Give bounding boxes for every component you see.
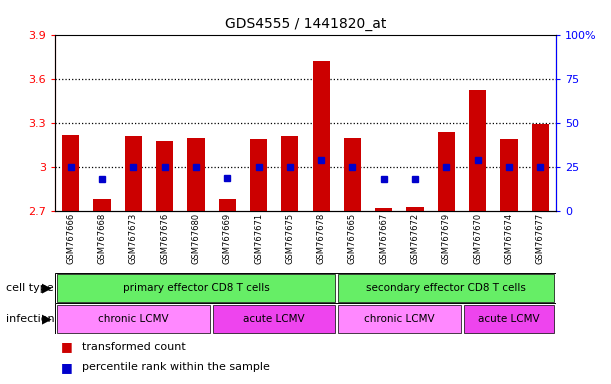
FancyBboxPatch shape bbox=[57, 305, 210, 333]
Text: infection: infection bbox=[6, 314, 55, 324]
Text: ▶: ▶ bbox=[42, 312, 52, 325]
FancyBboxPatch shape bbox=[338, 274, 554, 302]
Bar bbox=[125, 136, 142, 211]
Text: chronic LCMV: chronic LCMV bbox=[98, 314, 169, 324]
Text: acute LCMV: acute LCMV bbox=[478, 314, 540, 324]
Bar bbox=[438, 132, 455, 211]
Bar bbox=[344, 137, 361, 211]
Text: secondary effector CD8 T cells: secondary effector CD8 T cells bbox=[367, 283, 526, 293]
Text: chronic LCMV: chronic LCMV bbox=[364, 314, 435, 324]
Bar bbox=[500, 139, 518, 211]
Text: ▶: ▶ bbox=[42, 281, 52, 295]
Bar bbox=[219, 199, 236, 211]
Text: acute LCMV: acute LCMV bbox=[243, 314, 305, 324]
Text: transformed count: transformed count bbox=[82, 342, 186, 352]
Bar bbox=[188, 137, 205, 211]
Text: ■: ■ bbox=[61, 361, 73, 374]
Text: cell type: cell type bbox=[6, 283, 54, 293]
Bar bbox=[469, 91, 486, 211]
FancyBboxPatch shape bbox=[464, 305, 554, 333]
Bar bbox=[313, 61, 330, 211]
Bar bbox=[532, 124, 549, 211]
Bar bbox=[156, 141, 173, 211]
Text: primary effector CD8 T cells: primary effector CD8 T cells bbox=[123, 283, 269, 293]
FancyBboxPatch shape bbox=[338, 305, 461, 333]
Bar bbox=[62, 135, 79, 211]
Bar bbox=[250, 139, 267, 211]
FancyBboxPatch shape bbox=[57, 274, 335, 302]
Text: ■: ■ bbox=[61, 341, 73, 354]
FancyBboxPatch shape bbox=[55, 273, 556, 303]
Text: percentile rank within the sample: percentile rank within the sample bbox=[82, 362, 270, 372]
Text: GDS4555 / 1441820_at: GDS4555 / 1441820_at bbox=[225, 17, 386, 31]
FancyBboxPatch shape bbox=[213, 305, 335, 333]
Bar bbox=[375, 208, 392, 211]
Bar bbox=[93, 199, 111, 211]
Bar bbox=[406, 207, 423, 211]
FancyBboxPatch shape bbox=[55, 303, 556, 334]
Bar bbox=[281, 136, 298, 211]
